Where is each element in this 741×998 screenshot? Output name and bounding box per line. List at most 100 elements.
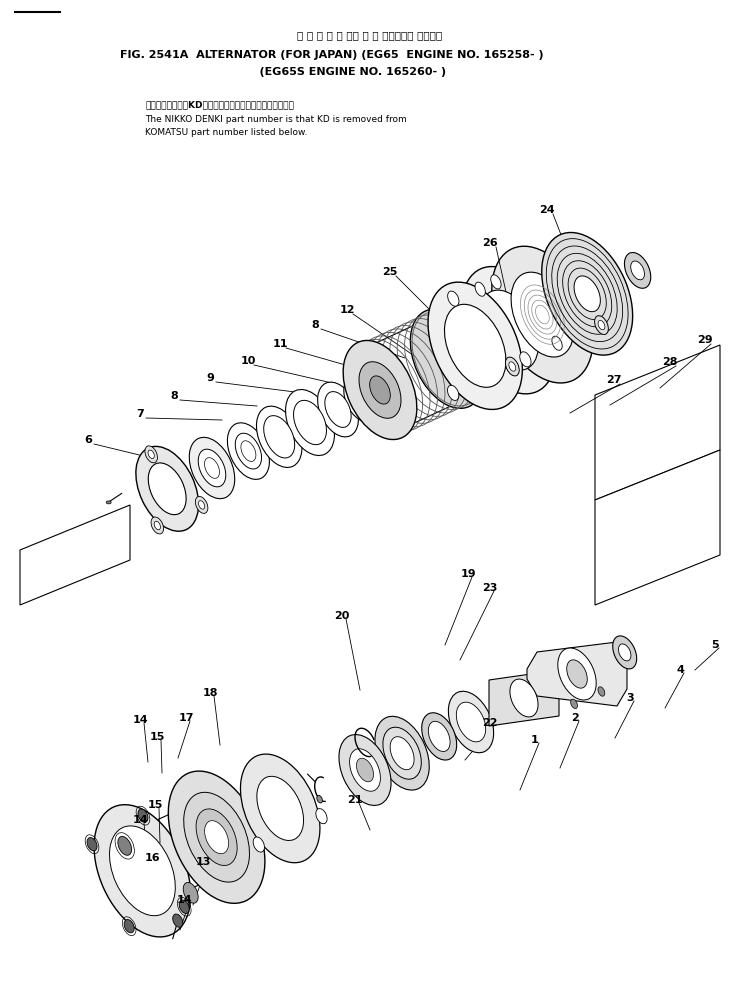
Ellipse shape — [479, 290, 539, 370]
Ellipse shape — [462, 266, 556, 394]
Ellipse shape — [370, 376, 391, 404]
Ellipse shape — [356, 758, 373, 781]
Ellipse shape — [343, 340, 417, 439]
Polygon shape — [595, 345, 720, 500]
Text: 12: 12 — [339, 305, 355, 315]
Ellipse shape — [318, 382, 359, 437]
Ellipse shape — [552, 336, 562, 350]
Polygon shape — [489, 670, 559, 726]
Ellipse shape — [317, 795, 322, 803]
Ellipse shape — [625, 252, 651, 288]
Ellipse shape — [151, 517, 164, 534]
Ellipse shape — [110, 826, 176, 916]
Text: 22: 22 — [482, 718, 498, 728]
Text: オ ル タ ネ ー タ　 国 内 向　　　　 適用号機: オ ル タ ネ ー タ 国 内 向 適用号機 — [297, 30, 442, 40]
Ellipse shape — [445, 304, 506, 387]
Ellipse shape — [567, 660, 588, 689]
Ellipse shape — [571, 700, 577, 709]
Text: 8: 8 — [170, 391, 178, 401]
Text: 品番のメーカ記号KDを除いたものが日興電機の品番です。: 品番のメーカ記号KDを除いたものが日興電機の品番です。 — [145, 101, 294, 110]
Ellipse shape — [87, 837, 97, 851]
Ellipse shape — [519, 351, 531, 367]
Text: 19: 19 — [460, 569, 476, 579]
Text: 25: 25 — [382, 267, 398, 277]
Ellipse shape — [631, 261, 645, 279]
Ellipse shape — [183, 882, 198, 903]
Ellipse shape — [196, 809, 237, 865]
Ellipse shape — [227, 423, 270, 479]
Text: 5: 5 — [711, 640, 719, 650]
Text: 15: 15 — [150, 732, 165, 742]
Text: 7: 7 — [136, 409, 144, 419]
Ellipse shape — [574, 275, 600, 311]
Ellipse shape — [428, 722, 450, 751]
Ellipse shape — [168, 771, 265, 903]
Ellipse shape — [492, 247, 593, 383]
Text: 10: 10 — [240, 356, 256, 366]
Ellipse shape — [475, 282, 485, 296]
Ellipse shape — [491, 274, 501, 289]
Ellipse shape — [124, 919, 134, 933]
Ellipse shape — [542, 233, 633, 355]
Ellipse shape — [598, 687, 605, 697]
Ellipse shape — [422, 713, 456, 760]
Ellipse shape — [316, 808, 327, 823]
Text: KOMATSU part number listed below.: KOMATSU part number listed below. — [145, 128, 308, 137]
Ellipse shape — [613, 636, 637, 669]
Ellipse shape — [558, 648, 597, 700]
Ellipse shape — [184, 792, 250, 882]
Text: 20: 20 — [334, 611, 350, 621]
Text: The NIKKO DENKI part number is that KD is removed from: The NIKKO DENKI part number is that KD i… — [145, 115, 407, 124]
Ellipse shape — [375, 717, 429, 790]
Ellipse shape — [349, 384, 372, 414]
Ellipse shape — [94, 804, 190, 937]
Ellipse shape — [344, 376, 377, 422]
Ellipse shape — [598, 320, 605, 329]
Ellipse shape — [383, 728, 422, 779]
Ellipse shape — [411, 309, 484, 408]
Text: 17: 17 — [179, 713, 193, 723]
Ellipse shape — [293, 400, 327, 445]
Text: 3: 3 — [626, 693, 634, 703]
Text: 14: 14 — [132, 715, 147, 725]
Text: 14: 14 — [177, 895, 193, 905]
Ellipse shape — [205, 458, 219, 478]
Ellipse shape — [505, 357, 519, 376]
Ellipse shape — [189, 437, 235, 499]
Ellipse shape — [511, 272, 574, 357]
Ellipse shape — [257, 776, 304, 840]
Text: 1: 1 — [531, 735, 539, 745]
Text: 24: 24 — [539, 205, 555, 215]
Text: 11: 11 — [272, 339, 288, 349]
Ellipse shape — [594, 315, 608, 334]
Text: 29: 29 — [697, 335, 713, 345]
Ellipse shape — [241, 441, 256, 461]
Ellipse shape — [482, 368, 493, 382]
Ellipse shape — [136, 446, 199, 531]
Ellipse shape — [325, 391, 351, 427]
Ellipse shape — [285, 389, 334, 455]
Ellipse shape — [106, 501, 111, 504]
Text: 15: 15 — [147, 800, 163, 810]
Ellipse shape — [510, 679, 538, 717]
Ellipse shape — [456, 703, 485, 742]
Text: 16: 16 — [145, 853, 161, 863]
Ellipse shape — [148, 450, 154, 458]
Ellipse shape — [148, 463, 186, 515]
Ellipse shape — [448, 385, 459, 400]
Ellipse shape — [359, 361, 401, 418]
Ellipse shape — [145, 446, 158, 463]
Ellipse shape — [339, 735, 391, 805]
Ellipse shape — [350, 748, 380, 791]
Ellipse shape — [138, 809, 148, 822]
Text: 8: 8 — [311, 320, 319, 330]
Ellipse shape — [235, 433, 262, 469]
Ellipse shape — [428, 282, 522, 409]
Text: (EG65S ENGINE NO. 165260- ): (EG65S ENGINE NO. 165260- ) — [120, 67, 446, 77]
Text: 21: 21 — [348, 795, 363, 805]
Text: 2: 2 — [571, 713, 579, 723]
Text: 4: 4 — [676, 665, 684, 675]
Text: 28: 28 — [662, 357, 678, 367]
Text: FIG. 2541A  ALTERNATOR (FOR JAPAN) (EG65  ENGINE NO. 165258- ): FIG. 2541A ALTERNATOR (FOR JAPAN) (EG65 … — [120, 50, 544, 60]
Text: 13: 13 — [196, 857, 210, 867]
